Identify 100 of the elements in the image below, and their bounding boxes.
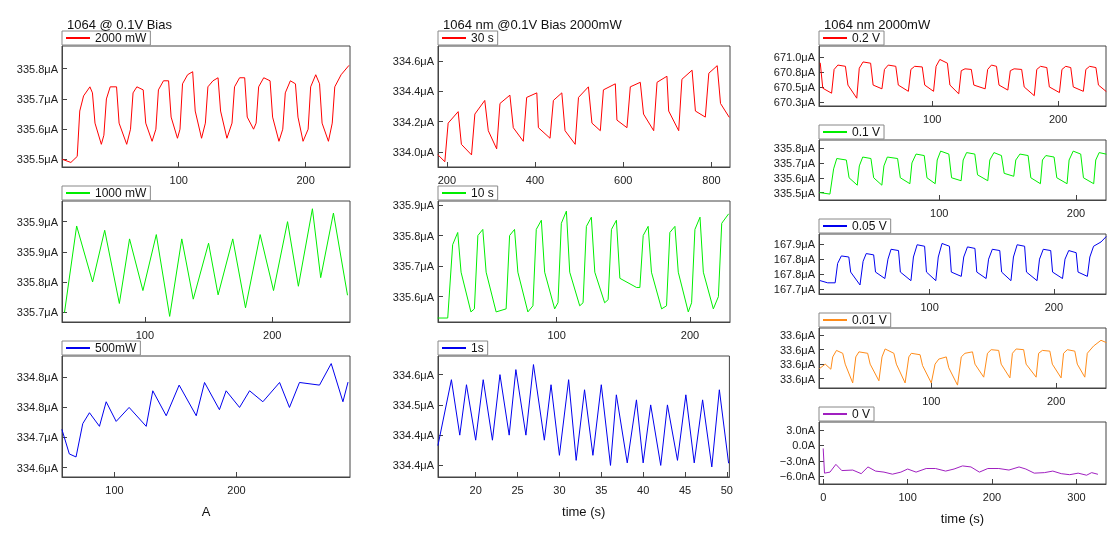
legend-label: 0.05 V bbox=[852, 219, 887, 233]
x-tick-label: 100 bbox=[547, 328, 566, 341]
x-tick-label: 400 bbox=[525, 173, 545, 186]
y-tick-label: 334.8μA bbox=[16, 401, 59, 414]
x-tick-label: 200 bbox=[1066, 206, 1086, 219]
y-tick-label: 671.0μA bbox=[773, 50, 816, 63]
x-tick-label: 30 bbox=[553, 483, 566, 496]
y-tick-label: −6.0nA bbox=[779, 470, 816, 483]
x-tick-label: 40 bbox=[637, 483, 650, 496]
y-tick-label: 334.6μA bbox=[392, 368, 435, 381]
chart-title: 1064 @ 0.1V Bias bbox=[67, 17, 173, 32]
y-tick-label: 670.5μA bbox=[773, 80, 816, 93]
y-tick-label: 167.7μA bbox=[773, 283, 816, 296]
y-tick-label: 3.0nA bbox=[786, 423, 816, 436]
line-series bbox=[437, 364, 730, 468]
x-tick-label: 100 bbox=[169, 173, 188, 186]
x-tick-label: 100 bbox=[898, 490, 917, 503]
x-tick-label: 200 bbox=[1044, 300, 1063, 313]
y-tick-label: 167.8μA bbox=[773, 268, 816, 281]
y-tick-label: 167.8μA bbox=[773, 253, 816, 266]
y-tick-label: 334.6μA bbox=[392, 55, 435, 68]
x-tick-label: 100 bbox=[135, 328, 155, 341]
legend-label: 2000 mW bbox=[95, 31, 148, 45]
legend-label: 1000 mW bbox=[95, 186, 148, 200]
legend-label: 0.01 V bbox=[852, 313, 887, 327]
y-tick-label: 33.6μA bbox=[779, 329, 816, 342]
y-tick-label: 334.8μA bbox=[16, 370, 59, 383]
x-tick-label: 100 bbox=[105, 483, 124, 496]
x-tick-label: 100 bbox=[920, 300, 939, 313]
line-series bbox=[437, 65, 730, 163]
line-series bbox=[822, 448, 1099, 476]
y-tick-label: 334.2μA bbox=[392, 115, 435, 128]
y-tick-label: 335.9μA bbox=[392, 198, 435, 211]
x-tick-label: 100 bbox=[922, 394, 941, 407]
x-tick-label: 200 bbox=[296, 173, 315, 186]
y-tick-label: 335.8μA bbox=[16, 62, 59, 75]
chart-title: 1064 nm @0.1V Bias 2000mW bbox=[443, 17, 623, 32]
x-tick-label: 800 bbox=[702, 173, 721, 186]
y-tick-label: 335.8μA bbox=[392, 229, 435, 242]
x-tick-label: 100 bbox=[923, 112, 942, 125]
x-tick-label: 200 bbox=[437, 173, 456, 186]
legend-label: 30 s bbox=[471, 31, 494, 45]
x-tick-label: 200 bbox=[263, 328, 282, 341]
y-tick-label: 0.0A bbox=[792, 439, 816, 452]
y-tick-label: 334.6μA bbox=[16, 461, 59, 474]
line-series bbox=[819, 58, 1107, 99]
legend-label: 0.2 V bbox=[852, 31, 881, 45]
x-tick-label: 200 bbox=[1048, 112, 1068, 125]
legend-label: 10 s bbox=[471, 186, 494, 200]
y-tick-label: −3.0nA bbox=[779, 454, 816, 467]
x-tick-label: 35 bbox=[595, 483, 608, 496]
y-tick-label: 334.5μA bbox=[392, 398, 435, 411]
legend-label: 0 V bbox=[852, 407, 871, 421]
y-tick-label: 334.4μA bbox=[392, 85, 435, 98]
y-tick-label: 335.9μA bbox=[16, 215, 59, 228]
y-tick-label: 33.6μA bbox=[779, 358, 816, 371]
y-tick-label: 33.6μA bbox=[779, 372, 816, 385]
x-tick-label: 20 bbox=[469, 483, 482, 496]
x-tick-label: 0 bbox=[820, 490, 827, 503]
line-series bbox=[64, 208, 348, 317]
line-series bbox=[437, 210, 729, 319]
y-tick-label: 335.9μA bbox=[16, 245, 59, 258]
line-series bbox=[62, 65, 350, 163]
x-tick-label: 200 bbox=[982, 490, 1002, 503]
y-tick-label: 335.7μA bbox=[16, 306, 59, 319]
legend-label: 0.1 V bbox=[852, 125, 881, 139]
y-tick-label: 334.4μA bbox=[392, 459, 435, 472]
y-tick-label: 335.8μA bbox=[16, 275, 59, 288]
y-tick-label: 335.6μA bbox=[392, 290, 435, 303]
x-tick-label: 200 bbox=[1046, 394, 1066, 407]
y-tick-label: 33.6μA bbox=[779, 343, 816, 356]
y-tick-label: 670.3μA bbox=[773, 95, 816, 108]
chart-title: 1064 nm 2000mW bbox=[824, 17, 931, 32]
y-tick-label: 670.8μA bbox=[773, 65, 816, 78]
x-axis-title: A bbox=[201, 504, 211, 519]
x-tick-label: 200 bbox=[227, 483, 246, 496]
line-series bbox=[61, 363, 349, 458]
x-axis-title: time (s) bbox=[940, 511, 985, 526]
y-tick-label: 335.7μA bbox=[773, 156, 816, 169]
legend-label: 1s bbox=[471, 341, 484, 355]
x-tick-label: 45 bbox=[678, 483, 692, 496]
x-tick-label: 50 bbox=[720, 483, 734, 496]
x-axis-title: time (s) bbox=[562, 504, 606, 519]
x-tick-label: 200 bbox=[680, 328, 700, 341]
x-tick-label: 25 bbox=[511, 483, 524, 496]
line-series bbox=[819, 236, 1107, 286]
y-tick-label: 335.7μA bbox=[16, 92, 59, 105]
y-tick-label: 335.6μA bbox=[16, 123, 59, 136]
line-series bbox=[819, 150, 1107, 195]
y-tick-label: 167.9μA bbox=[773, 238, 816, 251]
y-tick-label: 334.7μA bbox=[16, 431, 59, 444]
y-tick-label: 335.7μA bbox=[392, 260, 435, 273]
y-tick-label: 335.5μA bbox=[773, 186, 816, 199]
y-tick-label: 335.5μA bbox=[16, 153, 59, 166]
y-tick-label: 335.8μA bbox=[773, 142, 816, 155]
y-tick-label: 334.4μA bbox=[392, 429, 435, 442]
x-tick-label: 300 bbox=[1067, 490, 1086, 503]
y-tick-label: 335.6μA bbox=[773, 171, 816, 184]
x-tick-label: 100 bbox=[930, 206, 949, 219]
y-tick-label: 334.0μA bbox=[392, 145, 435, 158]
